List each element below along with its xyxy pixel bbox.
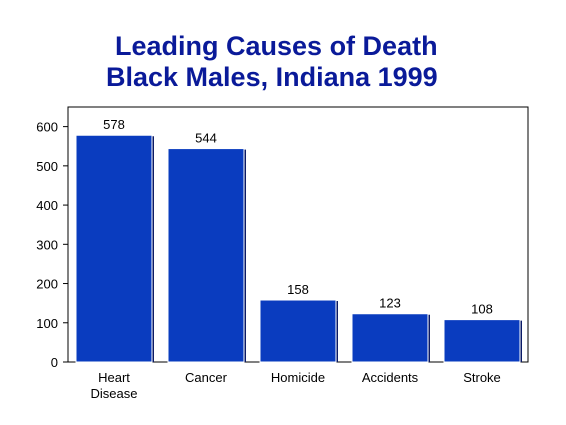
bar	[443, 319, 521, 363]
bar-value-label: 123	[379, 296, 401, 311]
bar	[75, 134, 153, 363]
y-tick-label: 200	[36, 277, 58, 292]
x-category-label: Homicide	[271, 370, 325, 385]
chart-title-line-2: Black Males, Indiana 1999	[106, 62, 438, 92]
y-tick-label: 500	[36, 159, 58, 174]
bar-value-label: 158	[287, 282, 309, 297]
bars: 578 544 158 123 108	[75, 117, 522, 363]
x-category-label: Accidents	[362, 370, 419, 385]
y-tick-label: 300	[36, 237, 58, 252]
y-tick-label: 400	[36, 198, 58, 213]
x-category-label: Disease	[91, 386, 138, 401]
bar	[167, 148, 245, 363]
y-axis: 0 100 200 300 400 500 600	[36, 120, 68, 370]
y-tick-label: 600	[36, 120, 58, 135]
bar	[351, 313, 429, 363]
x-category-label: Cancer	[185, 370, 228, 385]
y-tick-label: 100	[36, 316, 58, 331]
bar	[259, 299, 337, 363]
chart-title-line-1: Leading Causes of Death	[115, 31, 438, 61]
bar-value-label: 544	[195, 131, 217, 146]
x-category-label: Stroke	[463, 370, 501, 385]
bar-value-label: 108	[471, 302, 493, 317]
x-category-label: Heart	[98, 370, 130, 385]
bar-value-label: 578	[103, 117, 125, 132]
y-tick-label: 0	[51, 355, 58, 370]
